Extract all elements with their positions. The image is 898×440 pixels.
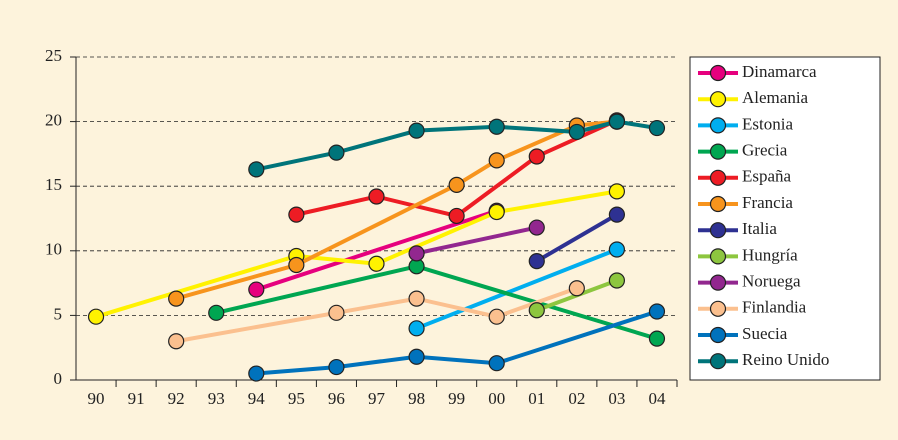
legend-marker: [709, 195, 727, 213]
legend-label: Grecia: [742, 141, 788, 160]
data-point: [568, 280, 585, 297]
x-tick-label: 97: [368, 389, 386, 408]
legend-label: Francia: [742, 193, 793, 212]
data-point: [488, 355, 505, 372]
legend-marker: [709, 274, 727, 291]
legend-label: Noruega: [742, 272, 801, 291]
legend-marker: [709, 143, 727, 160]
legend-marker: [709, 117, 727, 134]
series-line: [255, 119, 658, 172]
data-point: [528, 219, 545, 236]
data-point: [568, 123, 585, 141]
data-point: [608, 241, 626, 258]
data-point: [87, 308, 105, 325]
data-point: [488, 308, 505, 325]
legend-marker: [709, 91, 727, 108]
data-point: [408, 290, 425, 307]
data-point: [528, 253, 545, 270]
legend-label: Italia: [742, 219, 777, 238]
x-tick-label: 91: [128, 389, 145, 408]
legend-label: Hungría: [742, 245, 798, 264]
data-point: [168, 333, 185, 350]
data-point: [528, 302, 545, 319]
data-point: [408, 122, 425, 139]
data-point: [248, 281, 265, 298]
data-point: [648, 330, 666, 347]
y-tick-label: 20: [45, 111, 62, 130]
series-line: [535, 212, 618, 263]
data-point: [408, 320, 425, 337]
y-tick-label: 10: [45, 240, 62, 259]
data-point: [368, 255, 385, 272]
data-point: [488, 203, 505, 221]
data-point: [248, 365, 265, 382]
legend-label: España: [742, 167, 792, 186]
data-point: [408, 245, 425, 262]
legend-marker: [709, 300, 727, 317]
y-tick-label: 15: [45, 175, 62, 194]
x-tick-label: 00: [488, 389, 505, 408]
x-tick-label: 90: [88, 389, 105, 408]
data-point: [328, 358, 345, 376]
y-tick-label: 25: [45, 46, 62, 65]
data-point: [328, 304, 345, 321]
x-tick-label: 01: [528, 389, 545, 408]
legend-marker: [709, 169, 727, 186]
data-point: [368, 188, 385, 205]
legend-marker: [709, 64, 727, 82]
legend-marker: [709, 353, 727, 370]
data-point: [448, 176, 465, 194]
data-point: [408, 348, 425, 365]
x-tick-label: 98: [408, 389, 425, 408]
data-point: [288, 206, 305, 223]
data-point: [648, 119, 666, 137]
legend-marker: [709, 222, 727, 239]
data-point: [328, 144, 345, 161]
data-point: [488, 152, 505, 169]
legend-label: Dinamarca: [742, 62, 817, 81]
data-point: [168, 290, 185, 307]
legend-label: Finlandia: [742, 298, 807, 317]
data-point: [648, 303, 666, 320]
x-tick-label: 02: [568, 389, 585, 408]
legend-label: Alemania: [742, 88, 809, 107]
data-point: [448, 207, 465, 225]
x-tick-label: 03: [608, 389, 625, 408]
legend-label: Reino Unido: [742, 350, 829, 369]
data-point: [208, 304, 225, 321]
x-tick-label: 04: [648, 389, 666, 408]
series-line: [415, 247, 618, 331]
data-point: [288, 256, 305, 274]
legend-label: Suecia: [742, 324, 788, 343]
data-point: [608, 206, 626, 223]
x-tick-label: 92: [168, 389, 185, 408]
x-tick-label: 96: [328, 389, 345, 408]
data-point: [528, 148, 545, 165]
series-line: [416, 225, 538, 256]
data-point: [608, 113, 626, 130]
x-tick-label: 95: [288, 389, 305, 408]
y-tick-label: 0: [54, 369, 63, 388]
x-tick-label: 99: [448, 389, 465, 408]
legend-box: [689, 56, 881, 381]
x-tick-label: 93: [208, 389, 225, 408]
data-point: [248, 161, 265, 178]
x-tick-label: 94: [248, 389, 266, 408]
data-point: [608, 183, 626, 200]
legend-marker: [709, 248, 727, 265]
legend-marker: [709, 326, 727, 344]
y-tick-label: 5: [54, 304, 63, 323]
legend-label: Estonia: [742, 114, 793, 133]
data-point: [608, 272, 626, 289]
data-point: [488, 118, 505, 135]
